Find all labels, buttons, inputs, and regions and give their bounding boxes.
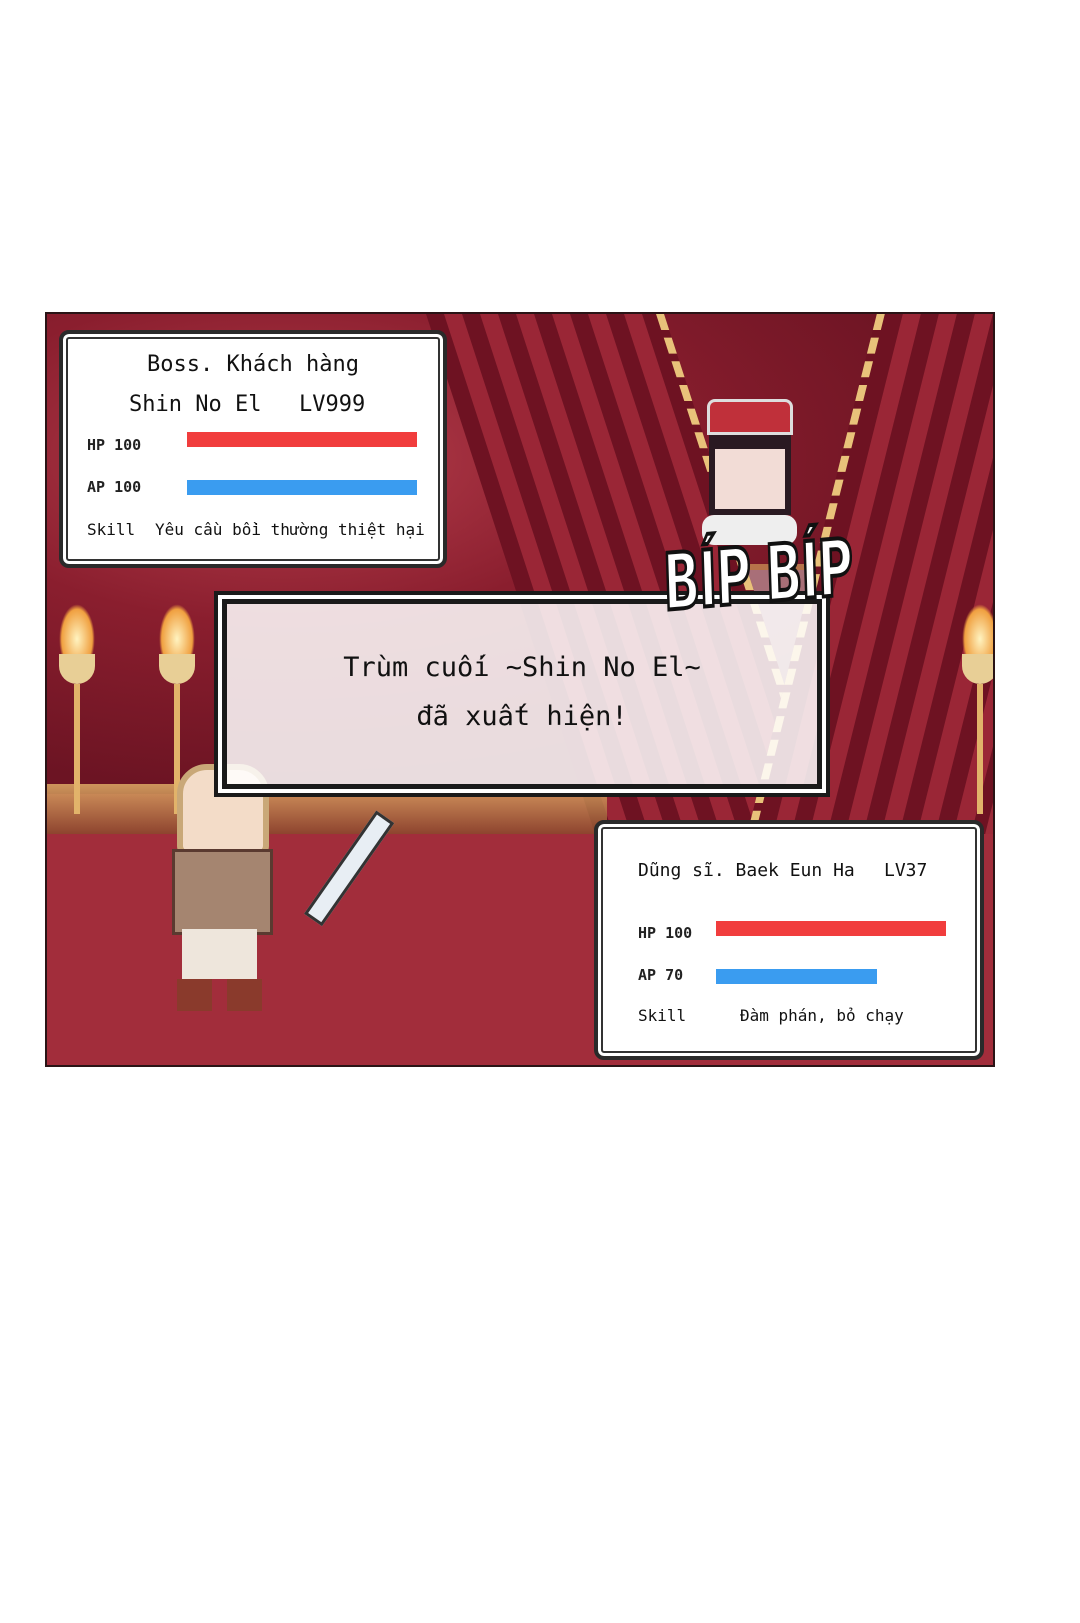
boss-character (702, 399, 797, 545)
boss-level: LV999 (299, 392, 366, 417)
hero-status-panel: Dũng sĩ. Baek Eun Ha LV37 HP 100 AP 70 S… (594, 820, 984, 1060)
boss-hp-label: HP 100 (87, 436, 142, 454)
dialog-line-2: đã xuất hiện! (416, 701, 628, 732)
torch (159, 604, 195, 814)
boss-ap-label: AP 100 (87, 478, 142, 496)
hero-skill-label: Skill (638, 1006, 687, 1025)
hero-ap-bar (716, 969, 877, 984)
dialog-box: Trùm cuối ~Shin No El~ đã xuất hiện! (222, 599, 822, 789)
boss-status-panel: Boss. Khách hàng Shin No El LV999 HP 100… (59, 330, 447, 568)
boss-name: Shin No El (129, 392, 262, 417)
hero-hp-label: HP 100 (638, 924, 693, 942)
boss-ap-bar (187, 480, 417, 495)
boss-hp-bar (187, 432, 417, 447)
hero-character (137, 754, 395, 1014)
hero-title: Dũng sĩ. Baek Eun Ha (638, 860, 855, 881)
hero-hp-bar (716, 921, 946, 936)
torch (962, 604, 993, 814)
golden-railing (47, 784, 607, 834)
dialog-line-1: Trùm cuối ~Shin No El~ (343, 652, 701, 683)
sound-effect-text: BÍP BÍP (660, 521, 855, 630)
boss-skill: Yêu cầu bồi thường thiệt hại (155, 520, 425, 539)
torch (59, 604, 95, 814)
hero-ap-label: AP 70 (638, 966, 684, 984)
boss-skill-label: Skill (87, 520, 136, 539)
hero-skill: Đàm phán, bỏ chạy (740, 1006, 904, 1025)
hero-level: LV37 (884, 860, 928, 881)
boss-title: Boss. Khách hàng (147, 352, 359, 377)
comic-panel: Boss. Khách hàng Shin No El LV999 HP 100… (45, 312, 995, 1067)
